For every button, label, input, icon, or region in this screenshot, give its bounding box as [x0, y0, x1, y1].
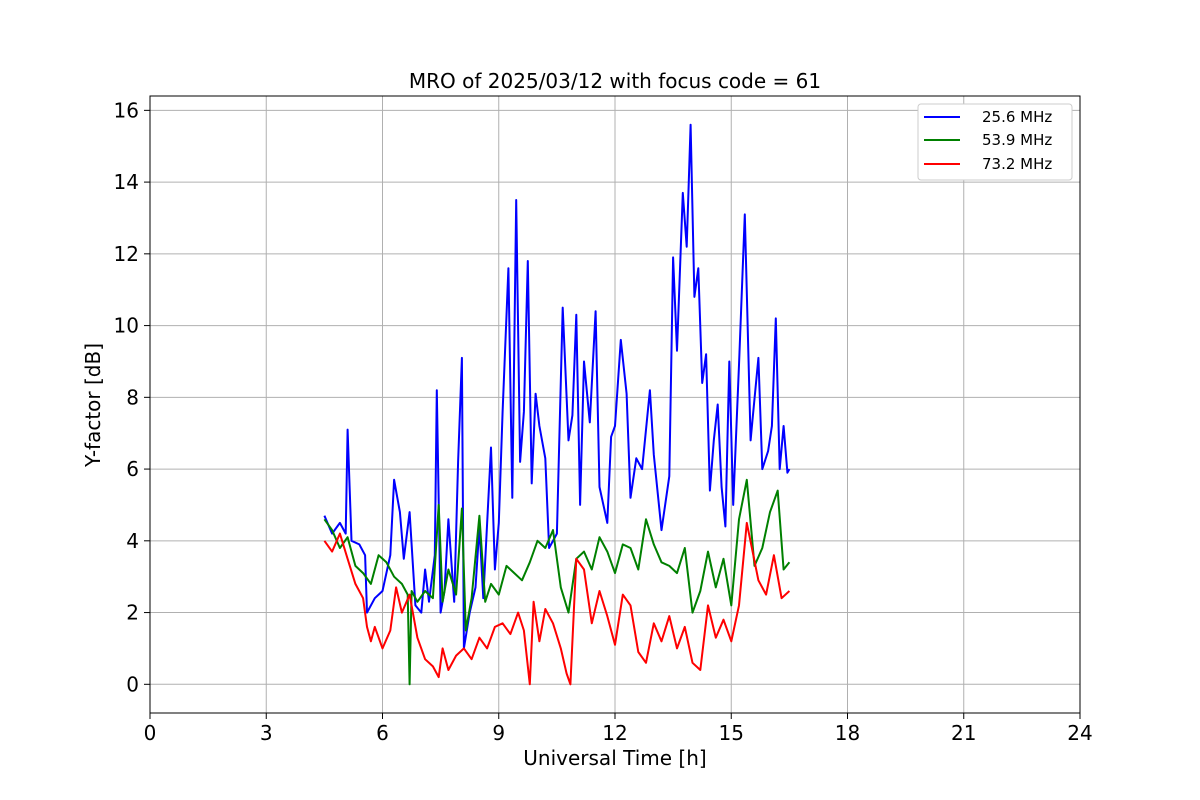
x-tick-label: 9 — [492, 721, 505, 745]
x-tick-label: 15 — [719, 721, 744, 745]
x-tick-label: 24 — [1067, 721, 1092, 745]
y-axis-label: Y-factor [dB] — [81, 343, 105, 468]
legend-label-73mhz: 73.2 MHz — [982, 155, 1052, 173]
legend-label-53mhz: 53.9 MHz — [982, 131, 1052, 149]
legend-box — [917, 103, 1073, 181]
y-tick-label: 0 — [126, 672, 139, 696]
legend-label-25mhz: 25.6 MHz — [982, 108, 1052, 126]
x-tick-label: 0 — [144, 721, 157, 745]
x-tick-label: 3 — [260, 721, 273, 745]
y-tick-label: 2 — [126, 601, 139, 625]
x-tick-label: 6 — [376, 721, 389, 745]
y-tick-label: 6 — [126, 457, 139, 481]
series-layer — [323, 123, 791, 686]
y-tick-label: 14 — [114, 170, 139, 194]
series-line-3 — [323, 521, 791, 686]
x-axis-label: Universal Time [h] — [523, 746, 706, 770]
x-tick-label: 18 — [835, 721, 860, 745]
series-line-2 — [323, 478, 791, 686]
grid — [149, 96, 1081, 713]
x-tick-label: 21 — [951, 721, 976, 745]
y-tick-label: 16 — [114, 98, 139, 122]
legend: 25.6 MHz 53.9 MHz 73.2 MHz — [917, 103, 1073, 181]
y-tick-label: 10 — [114, 314, 139, 338]
y-tick-label: 12 — [114, 242, 139, 266]
series-line-1 — [323, 123, 791, 650]
chart-title: MRO of 2025/03/12 with focus code = 61 — [409, 69, 821, 93]
y-tick-label: 4 — [126, 529, 139, 553]
x-tick-label: 12 — [602, 721, 627, 745]
y-tick-label: 8 — [126, 385, 139, 409]
